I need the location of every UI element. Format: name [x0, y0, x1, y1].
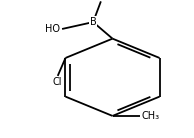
Text: HO: HO	[45, 24, 60, 34]
Text: Cl: Cl	[53, 77, 62, 87]
Text: CH₃: CH₃	[142, 111, 160, 121]
Text: B: B	[90, 17, 96, 27]
